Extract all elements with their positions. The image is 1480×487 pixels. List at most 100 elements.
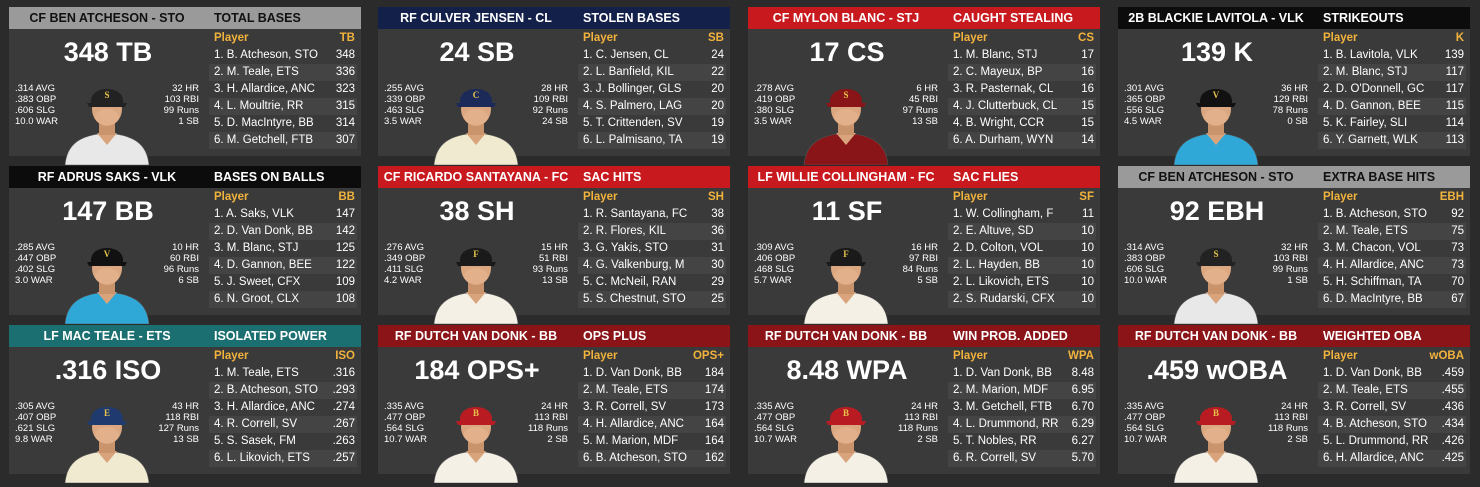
player-name[interactable]: LF WILLIE COLLINGHAM - FC xyxy=(757,170,935,184)
table-header[interactable]: Player CS xyxy=(948,30,1096,47)
table-header[interactable]: Player BB xyxy=(209,189,357,206)
stat-column-header[interactable]: ISO xyxy=(335,350,355,362)
player-name[interactable]: RF DUTCH VAN DONK - BB xyxy=(1134,329,1298,343)
player-portrait-icon[interactable]: V xyxy=(1168,77,1264,165)
player-portrait-icon[interactable]: B xyxy=(798,395,894,483)
player-name[interactable]: RF DUTCH VAN DONK - BB xyxy=(764,329,928,343)
player-portrait-icon[interactable]: S xyxy=(1168,236,1264,324)
leader-row[interactable]: 1. B. Atcheson, STO 92 xyxy=(1318,206,1466,223)
leader-row[interactable]: 3. M. Blanc, STJ 125 xyxy=(209,240,357,257)
table-header[interactable]: Player SF xyxy=(948,189,1096,206)
leader-card[interactable]: CF MYLON BLANC - STJ CAUGHT STEALING 17 … xyxy=(748,7,1100,165)
player-portrait-icon[interactable]: V xyxy=(59,236,155,324)
stat-column-header[interactable]: SF xyxy=(1079,191,1094,203)
player-portrait-icon[interactable]: C xyxy=(428,77,524,165)
player-column-header[interactable]: Player xyxy=(1323,350,1358,362)
leader-row[interactable]: 6. H. Allardice, ANC .425 xyxy=(1318,450,1466,467)
leader-row[interactable]: 4. D. Gannon, BEE 122 xyxy=(209,257,357,274)
player-name[interactable]: CF RICARDO SANTAYANA - FC xyxy=(383,170,569,184)
leader-card[interactable]: RF DUTCH VAN DONK - BB OPS PLUS 184 OPS+… xyxy=(378,325,730,483)
leader-row[interactable]: 2. M. Teale, ETS 174 xyxy=(578,382,726,399)
leader-row[interactable]: 4. L. Drummond, RR 6.29 xyxy=(948,416,1096,433)
leader-row[interactable]: 4. G. Valkenburg, M 30 xyxy=(578,257,726,274)
leader-row[interactable]: 1. C. Jensen, CL 24 xyxy=(578,47,726,64)
leader-row[interactable]: 1. M. Blanc, STJ 17 xyxy=(948,47,1096,64)
leader-row[interactable]: 2. M. Blanc, STJ 117 xyxy=(1318,64,1466,81)
leader-row[interactable]: 1. A. Saks, VLK 147 xyxy=(209,206,357,223)
leader-row[interactable]: 3. G. Yakis, STO 31 xyxy=(578,240,726,257)
stat-column-header[interactable]: TB xyxy=(339,32,355,44)
leader-row[interactable]: 3. R. Correll, SV .436 xyxy=(1318,399,1466,416)
table-header[interactable]: Player K xyxy=(1318,30,1466,47)
player-portrait-icon[interactable]: F xyxy=(798,236,894,324)
player-column-header[interactable]: Player xyxy=(953,191,988,203)
leader-row[interactable]: 5. T. Nobles, RR 6.27 xyxy=(948,433,1096,450)
player-column-header[interactable]: Player xyxy=(1323,191,1358,203)
leader-row[interactable]: 3. J. Bollinger, GLS 20 xyxy=(578,81,726,98)
leader-row[interactable]: 5. H. Schiffman, TA 70 xyxy=(1318,274,1466,291)
player-name[interactable]: RF DUTCH VAN DONK - BB xyxy=(394,329,558,343)
leader-card[interactable]: RF CULVER JENSEN - CL STOLEN BASES 24 SB… xyxy=(378,7,730,165)
leader-row[interactable]: 5. J. Sweet, CFX 109 xyxy=(209,274,357,291)
leader-card[interactable]: LF MAC TEALE - ETS ISOLATED POWER .316 I… xyxy=(9,325,361,483)
player-name[interactable]: 2B BLACKIE LAVITOLA - VLK xyxy=(1128,11,1304,25)
player-column-header[interactable]: Player xyxy=(214,191,249,203)
player-name[interactable]: CF BEN ATCHESON - STO xyxy=(29,11,185,25)
leader-row[interactable]: 5. S. Chestnut, STO 25 xyxy=(578,291,726,308)
player-name[interactable]: CF MYLON BLANC - STJ xyxy=(772,11,920,25)
leader-row[interactable]: 2. L. Likovich, ETS 10 xyxy=(948,274,1096,291)
leader-row[interactable]: 6. M. Getchell, FTB 307 xyxy=(209,132,357,149)
leader-row[interactable]: 3. R. Correll, SV 173 xyxy=(578,399,726,416)
leader-row[interactable]: 6. N. Groot, CLX 108 xyxy=(209,291,357,308)
player-column-header[interactable]: Player xyxy=(953,350,988,362)
leader-row[interactable]: 4. B. Atcheson, STO .434 xyxy=(1318,416,1466,433)
leader-row[interactable]: 4. R. Correll, SV .267 xyxy=(209,416,357,433)
stat-column-header[interactable]: SH xyxy=(708,191,724,203)
player-name[interactable]: CF BEN ATCHESON - STO xyxy=(1138,170,1294,184)
table-header[interactable]: Player WPA xyxy=(948,348,1096,365)
stat-column-header[interactable]: K xyxy=(1455,32,1464,44)
leader-row[interactable]: 4. J. Clutterbuck, CL 15 xyxy=(948,98,1096,115)
stat-column-header[interactable]: BB xyxy=(338,191,355,203)
leader-row[interactable]: 2. M. Marion, MDF 6.95 xyxy=(948,382,1096,399)
leader-row[interactable]: 6. R. Correll, SV 5.70 xyxy=(948,450,1096,467)
leader-row[interactable]: 5. L. Drummond, RR .426 xyxy=(1318,433,1466,450)
leader-card[interactable]: 2B BLACKIE LAVITOLA - VLK STRIKEOUTS 139… xyxy=(1118,7,1470,165)
player-name[interactable]: RF CULVER JENSEN - CL xyxy=(400,11,552,25)
leader-row[interactable]: 2. M. Teale, ETS .455 xyxy=(1318,382,1466,399)
stat-column-header[interactable]: EBH xyxy=(1439,191,1464,203)
leader-row[interactable]: 6. L. Likovich, ETS .257 xyxy=(209,450,357,467)
leader-row[interactable]: 5. K. Fairley, SLI 114 xyxy=(1318,115,1466,132)
leader-row[interactable]: 2. L. Hayden, BB 10 xyxy=(948,257,1096,274)
leader-row[interactable]: 3. H. Allardice, ANC .274 xyxy=(209,399,357,416)
leader-row[interactable]: 1. W. Collingham, F 11 xyxy=(948,206,1096,223)
leader-row[interactable]: 2. L. Banfield, KIL 22 xyxy=(578,64,726,81)
leader-row[interactable]: 1. B. Atcheson, STO 348 xyxy=(209,47,357,64)
leader-card[interactable]: RF ADRUS SAKS - VLK BASES ON BALLS 147 B… xyxy=(9,166,361,324)
player-portrait-icon[interactable]: S xyxy=(798,77,894,165)
table-header[interactable]: Player SH xyxy=(578,189,726,206)
leader-row[interactable]: 2. D. Van Donk, BB 142 xyxy=(209,223,357,240)
leader-row[interactable]: 6. L. Palmisano, TA 19 xyxy=(578,132,726,149)
table-header[interactable]: Player SB xyxy=(578,30,726,47)
leader-row[interactable]: 2. C. Mayeux, BP 16 xyxy=(948,64,1096,81)
leader-row[interactable]: 4. H. Allardice, ANC 73 xyxy=(1318,257,1466,274)
leader-row[interactable]: 5. M. Marion, MDF 164 xyxy=(578,433,726,450)
stat-column-header[interactable]: WPA xyxy=(1068,350,1094,362)
leader-row[interactable]: 2. S. Rudarski, CFX 10 xyxy=(948,291,1096,308)
leader-row[interactable]: 3. H. Allardice, ANC 323 xyxy=(209,81,357,98)
leader-row[interactable]: 4. S. Palmero, LAG 20 xyxy=(578,98,726,115)
leader-row[interactable]: 4. L. Moultrie, RR 315 xyxy=(209,98,357,115)
leader-card[interactable]: CF BEN ATCHESON - STO EXTRA BASE HITS 92… xyxy=(1118,166,1470,324)
player-column-header[interactable]: Player xyxy=(583,350,618,362)
player-column-header[interactable]: Player xyxy=(1323,32,1358,44)
leader-row[interactable]: 3. R. Pasternak, CL 16 xyxy=(948,81,1096,98)
leader-row[interactable]: 2. D. O'Donnell, GC 117 xyxy=(1318,81,1466,98)
leader-row[interactable]: 1. D. Van Donk, BB 184 xyxy=(578,365,726,382)
player-portrait-icon[interactable]: B xyxy=(428,395,524,483)
leader-row[interactable]: 6. A. Durham, WYN 14 xyxy=(948,132,1096,149)
stat-column-header[interactable]: CS xyxy=(1078,32,1094,44)
player-portrait-icon[interactable]: B xyxy=(1168,395,1264,483)
leader-row[interactable]: 1. D. Van Donk, BB 8.48 xyxy=(948,365,1096,382)
leader-row[interactable]: 5. T. Crittenden, SV 19 xyxy=(578,115,726,132)
